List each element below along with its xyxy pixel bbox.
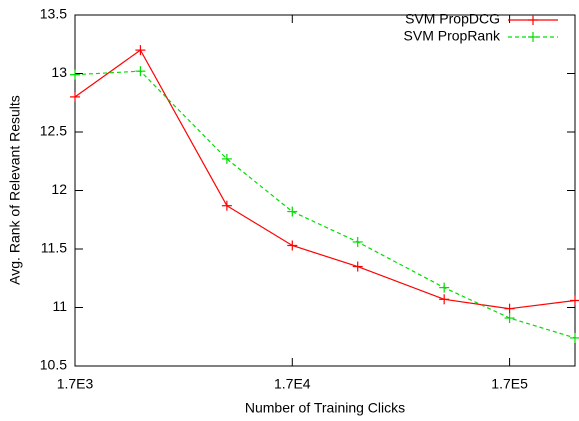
series-line — [75, 49, 575, 310]
y-axis-label: Avg. Rank of Relevant Results — [7, 95, 23, 285]
x-tick-label: 1.7E3 — [57, 376, 94, 392]
legend-label: SVM PropRank — [404, 28, 501, 44]
legend-label: SVM PropDCG — [405, 11, 500, 27]
y-tick-label: 11 — [52, 298, 67, 314]
y-tick-label: 12 — [51, 181, 67, 197]
series-line — [75, 70, 575, 339]
x-axis-label: Number of Training Clicks — [245, 400, 405, 416]
y-tick-label: 12.5 — [40, 123, 67, 139]
y-tick-label: 13.5 — [40, 6, 67, 22]
x-tick-label: 1.7E4 — [274, 376, 311, 392]
y-tick-label: 11.5 — [41, 240, 67, 256]
y-tick-label: 13 — [51, 64, 67, 80]
y-tick-label: 10.5 — [40, 357, 67, 373]
x-tick-label: 1.7E5 — [491, 376, 528, 392]
